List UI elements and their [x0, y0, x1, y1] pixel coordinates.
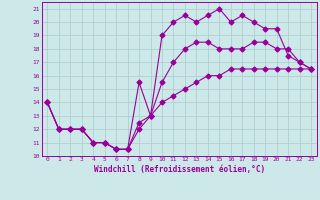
- X-axis label: Windchill (Refroidissement éolien,°C): Windchill (Refroidissement éolien,°C): [94, 165, 265, 174]
